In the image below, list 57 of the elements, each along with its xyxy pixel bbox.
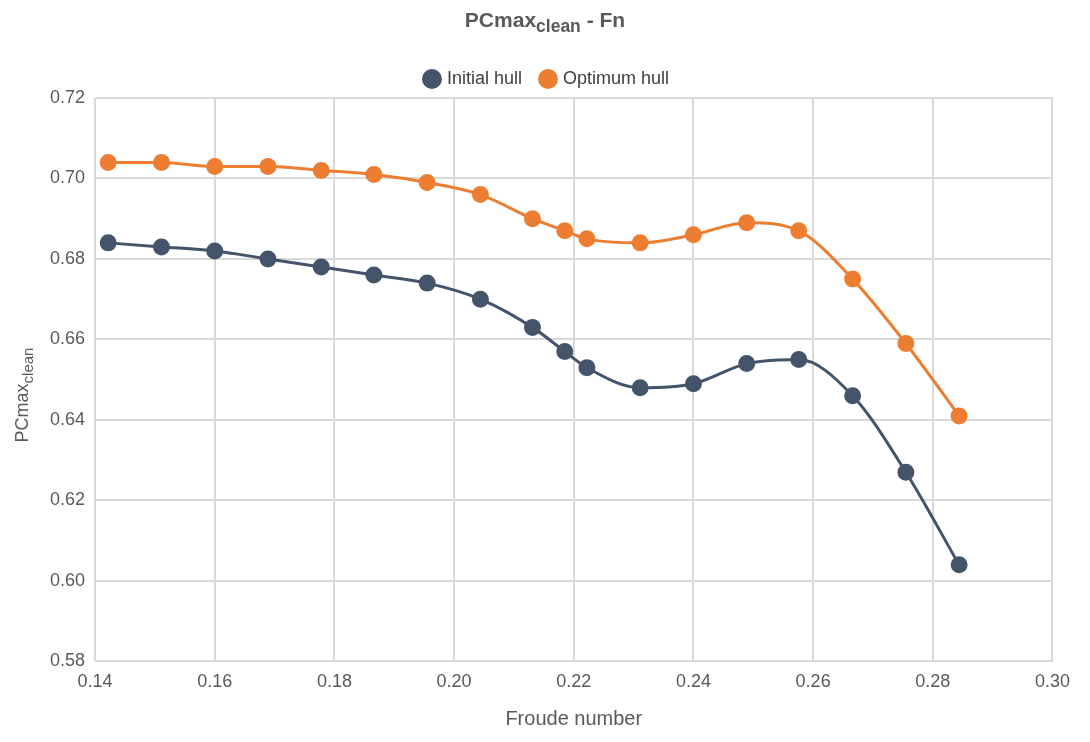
point: [897, 463, 915, 481]
x-tick-label: 0.14: [77, 671, 113, 692]
x-tick-label: 0.30: [1034, 671, 1071, 692]
y-tick-label: 0.68: [49, 247, 86, 268]
point: [206, 157, 224, 175]
point: [950, 556, 968, 574]
point: [523, 210, 541, 228]
point: [950, 407, 968, 425]
point: [556, 222, 574, 240]
y-tick-label: 0.70: [49, 167, 86, 188]
chart-title: PCmax$_{clean}$ - Fn: [463, 8, 627, 38]
point: [259, 157, 277, 175]
y-tick-label: 0.62: [49, 489, 86, 510]
point: [738, 355, 756, 373]
point: [206, 242, 224, 260]
point: [790, 351, 808, 369]
y-tick-label: 0.58: [49, 650, 86, 671]
point: [578, 359, 596, 377]
x-tick-label: 0.26: [795, 671, 831, 692]
legend-label: Initial hull: [446, 67, 523, 88]
y-tick-label: 0.72: [49, 86, 86, 107]
y-tick-label: 0.66: [49, 328, 86, 349]
x-tick-label: 0.22: [556, 671, 592, 692]
point: [523, 318, 541, 336]
point: [684, 226, 702, 244]
x-tick-label: 0.18: [316, 671, 352, 692]
point: [418, 274, 436, 292]
point: [631, 379, 649, 397]
point: [897, 334, 915, 352]
x-tick-label: 0.16: [197, 671, 233, 692]
point: [578, 230, 596, 248]
point: [844, 387, 862, 405]
point: [365, 266, 383, 284]
x-tick-label: 0.20: [436, 671, 472, 692]
point: [152, 238, 170, 256]
point: [556, 343, 574, 361]
y-tick-label: 0.64: [49, 408, 86, 429]
x-tick-label: 0.24: [675, 671, 711, 692]
point: [152, 153, 170, 171]
point: [790, 222, 808, 240]
point: [631, 234, 649, 252]
point: [471, 290, 489, 308]
x-axis-title: Froude number: [505, 706, 643, 729]
point: [471, 186, 489, 204]
point: [99, 234, 117, 252]
y-tick-label: 0.60: [49, 569, 86, 590]
point: [365, 165, 383, 183]
point: [99, 153, 117, 171]
x-tick-label: 0.28: [915, 671, 951, 692]
point: [418, 174, 436, 192]
point: [844, 270, 862, 288]
point: [259, 250, 277, 268]
point: [738, 214, 756, 232]
point: [684, 375, 702, 393]
point: [312, 161, 330, 179]
legend-label: Optimum hull: [563, 67, 670, 88]
point: [312, 258, 330, 276]
